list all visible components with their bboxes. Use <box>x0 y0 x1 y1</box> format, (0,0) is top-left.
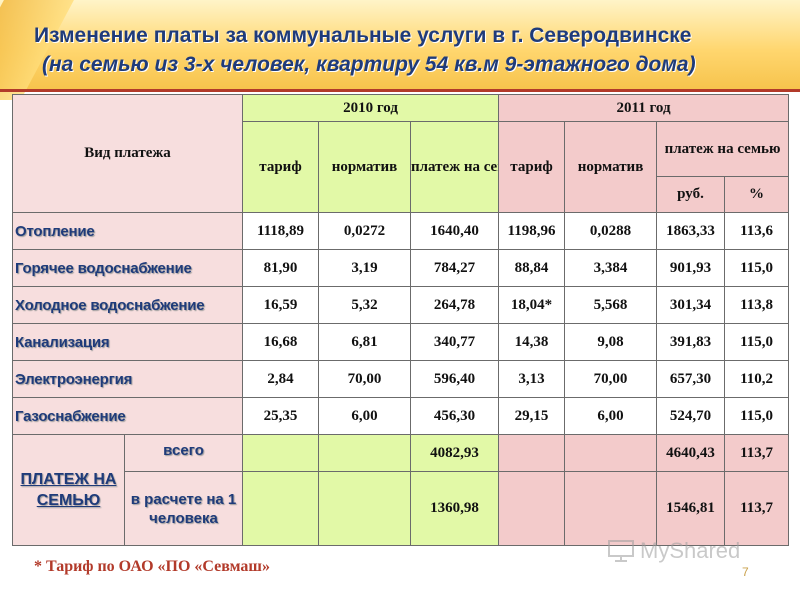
presentation-icon <box>608 540 634 562</box>
cell-payment-2010: 784,27 <box>409 249 500 287</box>
cell-payment-2011: 901,93 <box>656 249 726 287</box>
cell-percent: 113,6 <box>724 212 790 250</box>
cell-total-percent: 113,7 <box>724 434 790 472</box>
header-tariff-2010: тариф <box>242 121 319 213</box>
table-row: Отопление 1118,89 0,0272 1640,40 1198,96… <box>12 212 790 250</box>
cell-tariff-2010: 16,59 <box>242 286 319 324</box>
cell-payment-2011: 657,30 <box>656 360 726 398</box>
cell-tariff-2010: 1118,89 <box>242 212 319 250</box>
row-name: Холодное водоснабжение <box>12 286 243 324</box>
per-person-row: в расчете на 1 человека 1360,98 1546,81 … <box>13 471 790 546</box>
cell-payment-2011: 524,70 <box>656 397 726 435</box>
row-name: Горячее водоснабжение <box>12 249 243 287</box>
title-underline <box>0 89 800 92</box>
cell-norm-2011: 5,568 <box>564 286 658 324</box>
header-rub: руб. <box>656 176 726 213</box>
cell-payment-2011: 391,83 <box>656 323 726 361</box>
cell-percent: 115,0 <box>724 323 790 361</box>
empty-cell <box>318 471 411 546</box>
header-row-columns: тариф норматив платеж на семью тариф нор… <box>13 121 790 213</box>
header-payment-type: Вид платежа <box>12 94 243 213</box>
cell-payment-2011: 301,34 <box>656 286 726 324</box>
empty-cell <box>242 434 319 472</box>
cell-norm-2011: 9,08 <box>564 323 658 361</box>
table-row: Электроэнергия 2,84 70,00 596,40 3,13 70… <box>12 360 790 398</box>
title-band <box>0 0 800 100</box>
family-payment-label: ПЛАТЕЖ НА СЕМЬЮ <box>12 434 125 546</box>
cell-norm-2011: 70,00 <box>564 360 658 398</box>
cell-tariff-2010: 25,35 <box>242 397 319 435</box>
total-label: всего <box>124 434 243 472</box>
cell-norm-2010: 3,19 <box>318 249 411 287</box>
header-family-payment-2010: платеж на семью <box>409 121 500 213</box>
cell-payment-2010: 456,30 <box>409 397 500 435</box>
header-tariff-2011: тариф <box>498 121 566 213</box>
cell-norm-2010: 0,0272 <box>318 212 411 250</box>
table-row: Холодное водоснабжение 16,59 5,32 264,78… <box>12 286 790 324</box>
cell-tariff-2011: 29,15 <box>498 397 566 435</box>
cell-percent: 110,2 <box>724 360 790 398</box>
header-year-2011: 2011 год <box>498 94 790 122</box>
cell-norm-2011: 6,00 <box>564 397 658 435</box>
cell-tariff-2011: 14,38 <box>498 323 566 361</box>
cell-norm-2010: 5,32 <box>318 286 411 324</box>
header-row-years: Вид платежа 2010 год 2011 год <box>12 94 790 213</box>
table-row: Газоснабжение 25,35 6,00 456,30 29,15 6,… <box>12 397 790 435</box>
header-percent: % <box>724 176 790 213</box>
table-row: Горячее водоснабжение 81,90 3,19 784,27 … <box>12 249 790 287</box>
row-name: Отопление <box>12 212 243 250</box>
cell-percent: 115,0 <box>724 397 790 435</box>
slide-title: Изменение платы за коммунальные услуги в… <box>34 24 692 47</box>
footnote: * Тариф по ОАО «ПО «Севмаш» <box>34 558 270 575</box>
cell-norm-2010: 6,81 <box>318 323 411 361</box>
totals-row: ПЛАТЕЖ НА СЕМЬЮ всего 4082,93 4640,43 11… <box>12 434 790 546</box>
per-person-label: в расчете на 1 человека <box>124 471 243 546</box>
cell-total-payment-2011: 4640,43 <box>656 434 726 472</box>
cell-tariff-2011: 3,13 <box>498 360 566 398</box>
cell-per-person-percent: 113,7 <box>724 471 790 546</box>
header-year-2010: 2010 год <box>241 94 500 122</box>
cell-percent: 115,0 <box>724 249 790 287</box>
cell-per-person-2011: 1546,81 <box>656 471 726 546</box>
row-name: Электроэнергия <box>12 360 243 398</box>
empty-cell <box>498 434 566 472</box>
empty-cell <box>564 434 658 472</box>
cell-payment-2010: 596,40 <box>409 360 500 398</box>
cell-norm-2010: 6,00 <box>318 397 411 435</box>
table-row: Канализация 16,68 6,81 340,77 14,38 9,08… <box>12 323 790 361</box>
cell-payment-2010: 340,77 <box>409 323 500 361</box>
cell-payment-2010: 264,78 <box>409 286 500 324</box>
header-norm-2011: норматив <box>564 121 658 213</box>
utility-payments-table: Вид платежа 2010 год 2011 год тариф норм… <box>12 94 790 546</box>
slide-number: 7 <box>742 565 749 579</box>
header-norm-2010: норматив <box>318 121 411 213</box>
cell-payment-2010: 1640,40 <box>409 212 500 250</box>
empty-cell <box>318 434 411 472</box>
cell-tariff-2011: 88,84 <box>498 249 566 287</box>
cell-tariff-2010: 2,84 <box>242 360 319 398</box>
cell-norm-2010: 70,00 <box>318 360 411 398</box>
cell-total-payment-2010: 4082,93 <box>409 434 500 472</box>
empty-cell <box>498 471 566 546</box>
empty-cell <box>242 471 319 546</box>
cell-percent: 113,8 <box>724 286 790 324</box>
watermark: MyShared <box>606 538 740 564</box>
cell-tariff-2010: 16,68 <box>242 323 319 361</box>
row-name: Канализация <box>12 323 243 361</box>
cell-tariff-2010: 81,90 <box>242 249 319 287</box>
cell-tariff-2011: 1198,96 <box>498 212 566 250</box>
cell-payment-2011: 1863,33 <box>656 212 726 250</box>
row-name: Газоснабжение <box>12 397 243 435</box>
cell-tariff-2011: 18,04* <box>498 286 566 324</box>
watermark-text: MyShared <box>640 538 741 563</box>
decorative-shape <box>0 0 80 100</box>
cell-norm-2011: 3,384 <box>564 249 658 287</box>
slide-subtitle: (на семью из 3-х человек, квартиру 54 кв… <box>42 53 696 76</box>
header-family-payment-2011: платеж на семью <box>656 121 790 177</box>
cell-per-person-2010: 1360,98 <box>409 471 500 546</box>
cell-norm-2011: 0,0288 <box>564 212 658 250</box>
empty-cell <box>564 471 658 546</box>
